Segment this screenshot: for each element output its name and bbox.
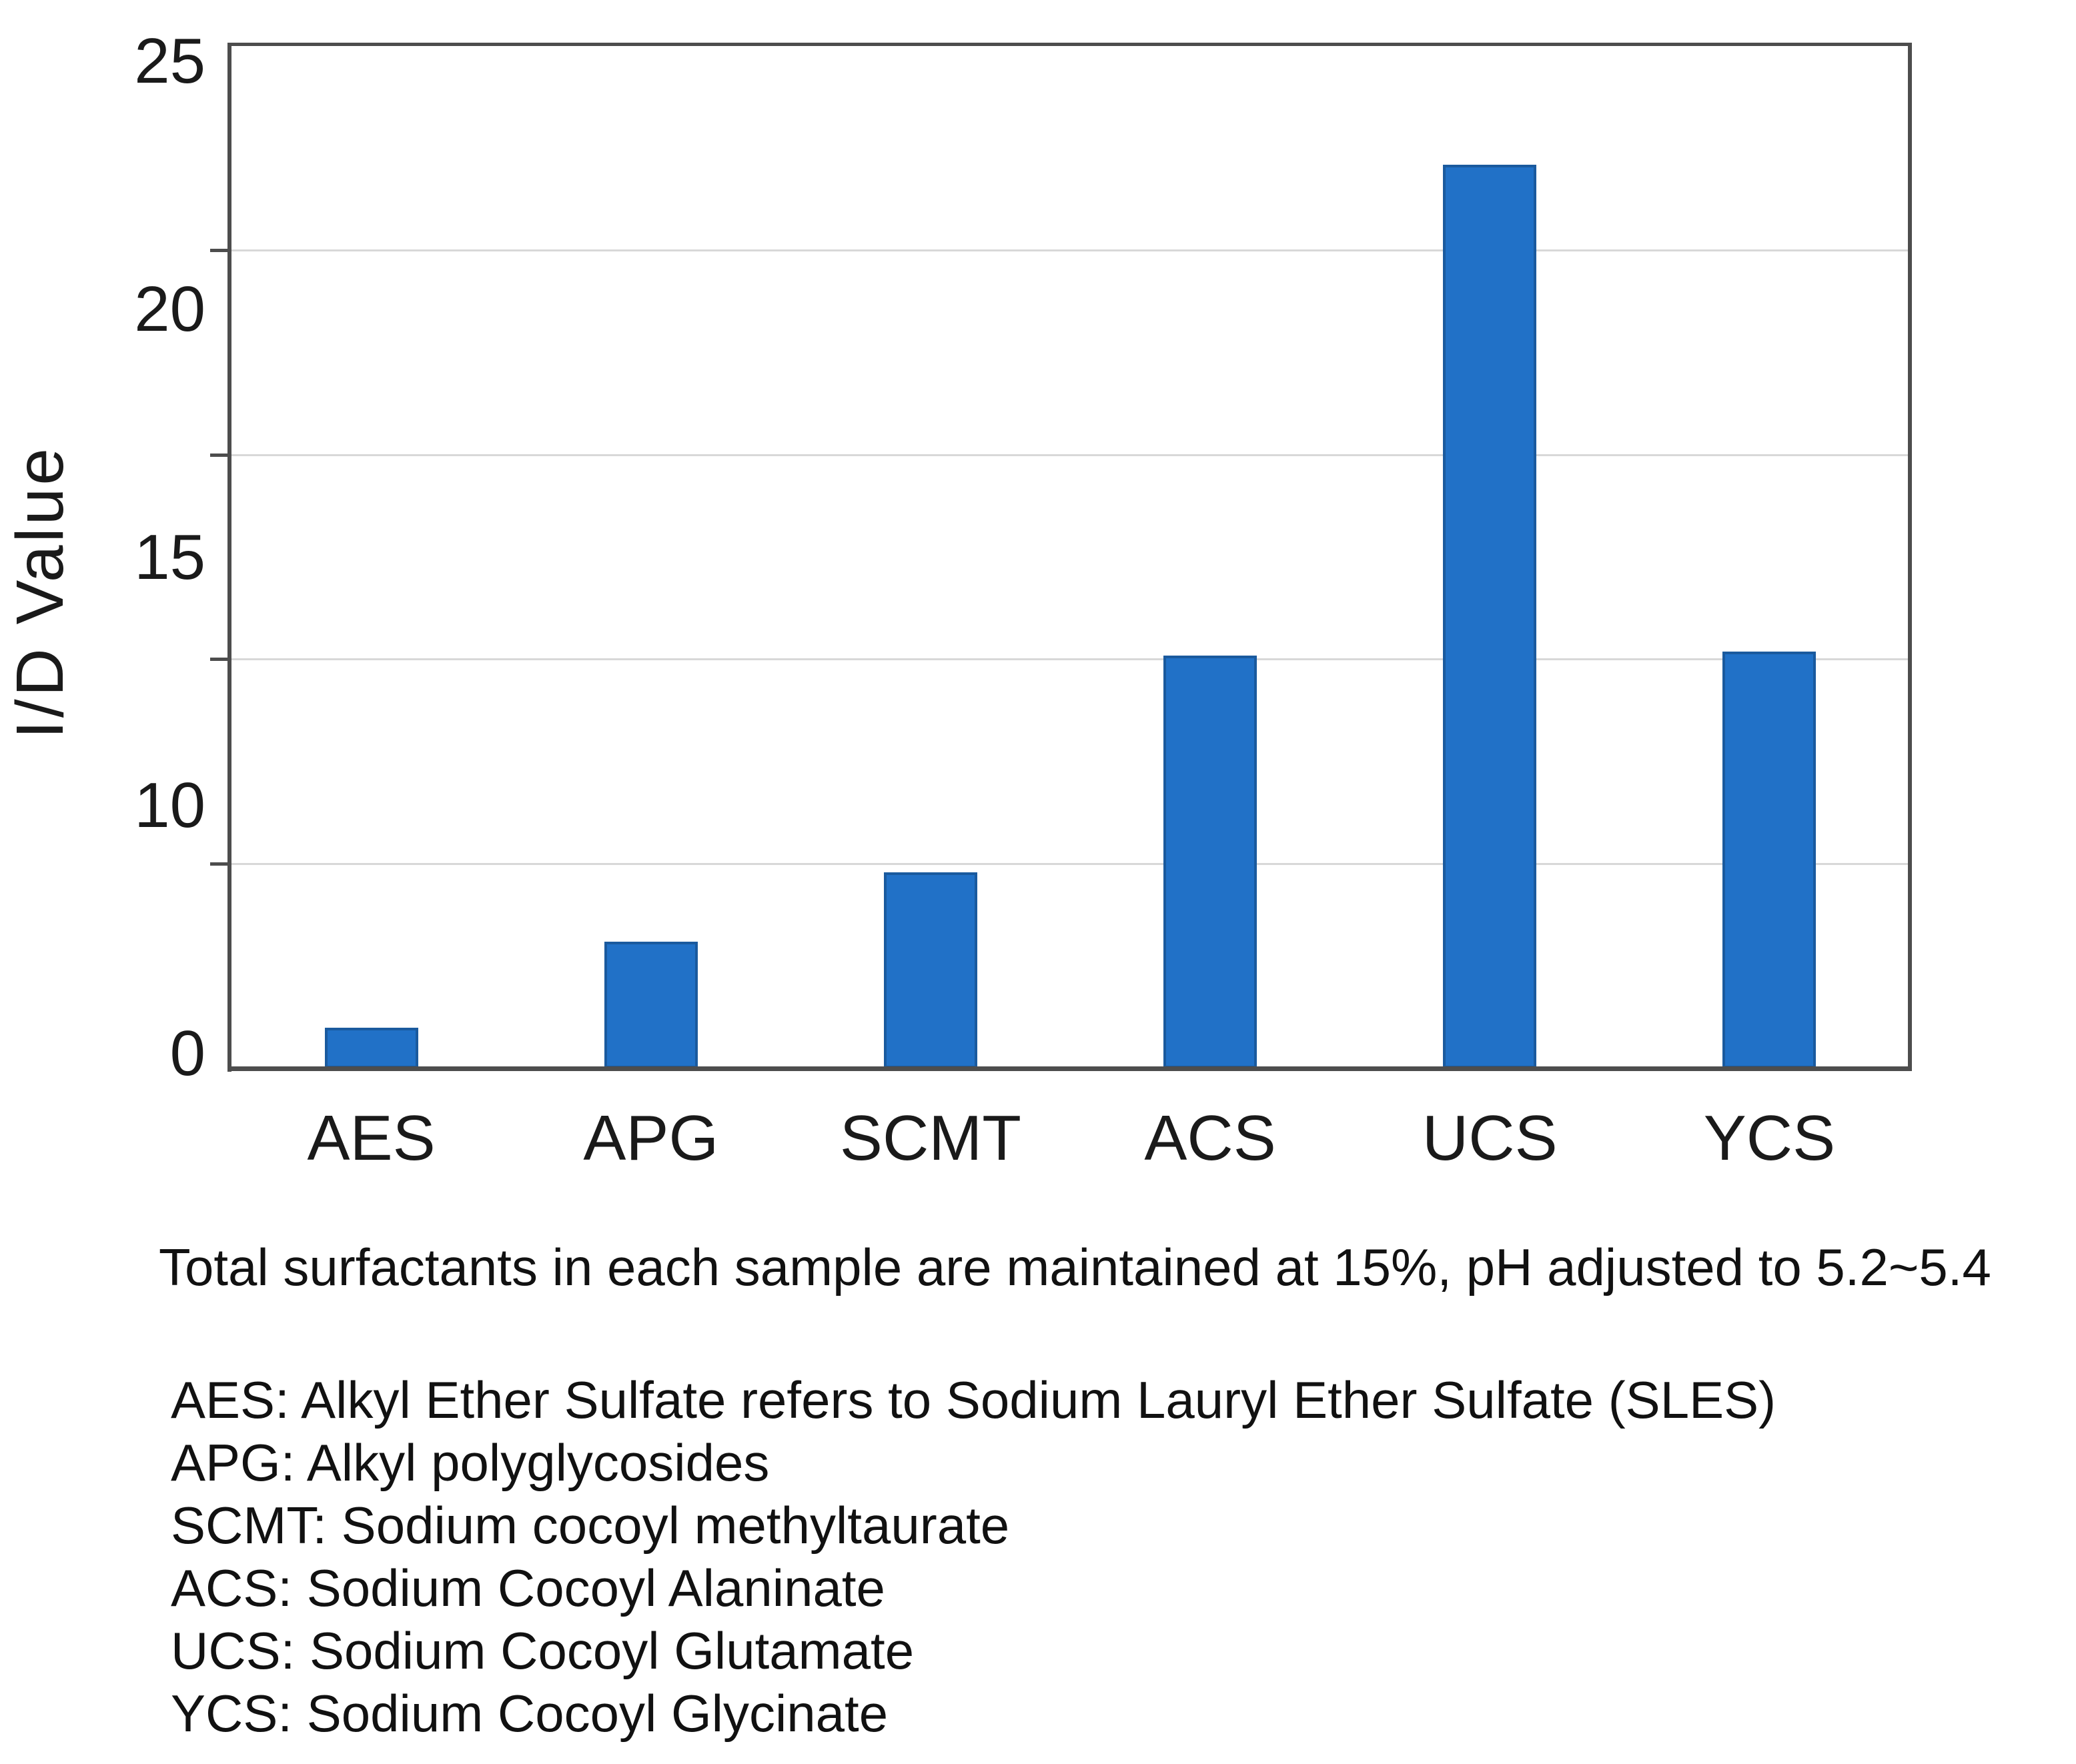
- legend-block: AES: Alkyl Ether Sulfate refers to Sodiu…: [171, 1369, 1776, 1745]
- y-tick-label: 20: [134, 273, 205, 345]
- y-axis-tick: [210, 249, 231, 253]
- gridline: [231, 658, 1909, 661]
- y-axis-line: [227, 43, 231, 1072]
- legend-line: AES: Alkyl Ether Sulfate refers to Sodiu…: [171, 1371, 1776, 1429]
- legend-line: ACS: Sodium Cocoyl Alaninate: [171, 1559, 885, 1617]
- x-tick-label: AES: [307, 1102, 436, 1174]
- gridline: [231, 249, 1909, 252]
- y-axis-title: I/D Value: [3, 446, 77, 739]
- plot-right-border: [1908, 43, 1912, 1071]
- bar: [1443, 165, 1537, 1068]
- x-tick-label: APG: [583, 1102, 719, 1174]
- x-tick-label: SCMT: [839, 1102, 1021, 1174]
- bar: [883, 872, 977, 1068]
- y-axis-tick: [210, 658, 231, 662]
- y-tick-label: 25: [134, 25, 205, 97]
- bar: [324, 1028, 418, 1068]
- chart-caption: Total surfactants in each sample are mai…: [159, 1238, 1991, 1296]
- plot-top-border: [227, 43, 1912, 46]
- x-tick-label: ACS: [1144, 1102, 1276, 1174]
- y-axis-tick: [210, 862, 231, 866]
- legend-line: SCMT: Sodium cocoyl methyltaurate: [171, 1496, 1010, 1555]
- gridline: [231, 454, 1909, 456]
- y-tick-label: 0: [169, 1018, 205, 1089]
- y-tick-label: 15: [134, 522, 205, 593]
- bar: [1163, 656, 1257, 1068]
- legend-line: UCS: Sodium Cocoyl Glutamate: [171, 1621, 915, 1680]
- y-axis-tick: [210, 453, 231, 457]
- y-tick-label: 10: [134, 770, 205, 841]
- x-axis-line: [227, 1066, 1912, 1071]
- x-tick-label: UCS: [1422, 1102, 1558, 1174]
- gridline: [231, 862, 1909, 865]
- legend-line: YCS: Sodium Cocoyl Glycinate: [171, 1684, 889, 1743]
- bar: [604, 942, 698, 1068]
- bar: [1722, 652, 1816, 1068]
- legend-line: APG: Alkyl polyglycosides: [171, 1433, 770, 1492]
- x-tick-label: YCS: [1703, 1102, 1836, 1174]
